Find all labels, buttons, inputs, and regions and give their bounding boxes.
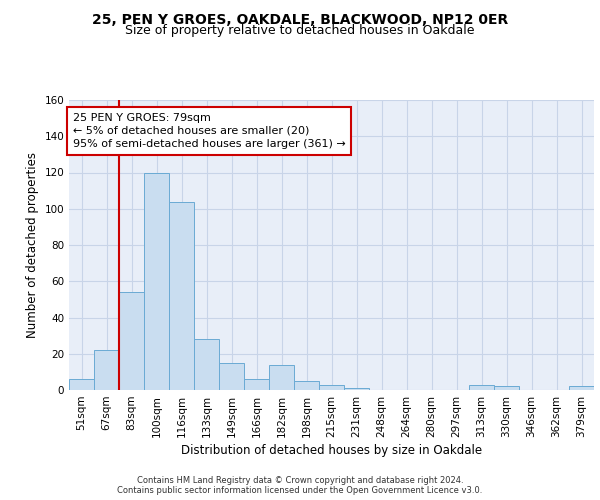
Bar: [94, 350, 119, 390]
Text: Contains HM Land Registry data © Crown copyright and database right 2024.
Contai: Contains HM Land Registry data © Crown c…: [118, 476, 482, 495]
Text: Size of property relative to detached houses in Oakdale: Size of property relative to detached ho…: [125, 24, 475, 37]
Bar: [494, 386, 519, 390]
Bar: [294, 381, 319, 390]
Bar: [219, 363, 244, 390]
Bar: [169, 202, 194, 390]
Bar: [69, 379, 94, 390]
Bar: [144, 172, 169, 390]
Bar: [344, 388, 369, 390]
Bar: [194, 339, 219, 390]
Bar: [569, 386, 594, 390]
X-axis label: Distribution of detached houses by size in Oakdale: Distribution of detached houses by size …: [181, 444, 482, 457]
Bar: [119, 292, 144, 390]
Y-axis label: Number of detached properties: Number of detached properties: [26, 152, 39, 338]
Bar: [269, 364, 294, 390]
Bar: [469, 384, 494, 390]
Bar: [244, 379, 269, 390]
Text: 25 PEN Y GROES: 79sqm
← 5% of detached houses are smaller (20)
95% of semi-detac: 25 PEN Y GROES: 79sqm ← 5% of detached h…: [73, 112, 346, 149]
Text: 25, PEN Y GROES, OAKDALE, BLACKWOOD, NP12 0ER: 25, PEN Y GROES, OAKDALE, BLACKWOOD, NP1…: [92, 12, 508, 26]
Bar: [319, 384, 344, 390]
